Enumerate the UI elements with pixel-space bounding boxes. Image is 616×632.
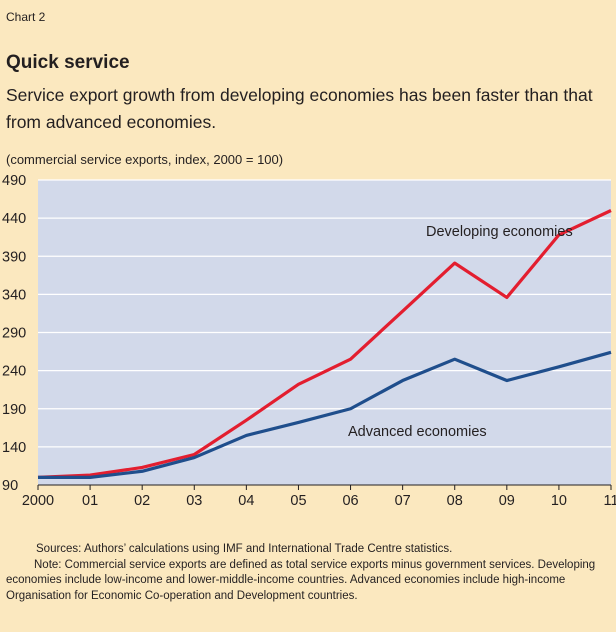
y-tick-label: 490 bbox=[2, 173, 26, 189]
developing-series-label: Developing economies bbox=[426, 224, 573, 240]
y-tick-label: 390 bbox=[2, 249, 26, 265]
y-tick-label: 240 bbox=[2, 364, 26, 380]
y-tick-label: 140 bbox=[2, 440, 26, 456]
y-tick-label: 190 bbox=[2, 402, 26, 418]
line-chart: 90 140 190 240 290 340 390 440 490 2000 01 02 03 04 05… bbox=[2, 173, 616, 509]
x-tick-label: 08 bbox=[447, 493, 463, 509]
x-tick-label: 04 bbox=[238, 493, 254, 509]
chart-label: Chart 2 bbox=[6, 10, 46, 24]
x-tick-label: 03 bbox=[186, 493, 202, 509]
x-tick-label: 01 bbox=[82, 493, 98, 509]
sources-note: Sources: Authors’ calculations using IMF… bbox=[6, 542, 610, 604]
y-tick-label: 90 bbox=[2, 478, 18, 494]
x-tick-label: 07 bbox=[395, 493, 411, 509]
chart-title: Quick service bbox=[6, 52, 130, 73]
x-tick-label: 10 bbox=[551, 493, 567, 509]
developing-series-line bbox=[37, 209, 612, 479]
advanced-series-label: Advanced economies bbox=[348, 424, 487, 440]
x-tick-label: 2000 bbox=[22, 493, 54, 509]
units-note: (commercial service exports, index, 2000… bbox=[6, 152, 284, 167]
x-tick-label: 09 bbox=[499, 493, 515, 509]
note-text: Note: Commercial service exports are def… bbox=[6, 558, 596, 602]
y-tick-label: 440 bbox=[2, 211, 26, 227]
chart-subtitle: Service export growth from developing ec… bbox=[6, 85, 593, 132]
sources-line: Sources: Authors’ calculations using IMF… bbox=[36, 543, 453, 555]
y-tick-label: 340 bbox=[2, 287, 26, 303]
x-tick-label: 02 bbox=[134, 493, 150, 509]
x-tick-label: 06 bbox=[342, 493, 358, 509]
y-tick-label: 290 bbox=[2, 326, 26, 342]
advanced-series-line bbox=[38, 350, 612, 479]
x-tick-label: 11 bbox=[603, 493, 616, 509]
x-tick-label: 05 bbox=[290, 493, 306, 509]
